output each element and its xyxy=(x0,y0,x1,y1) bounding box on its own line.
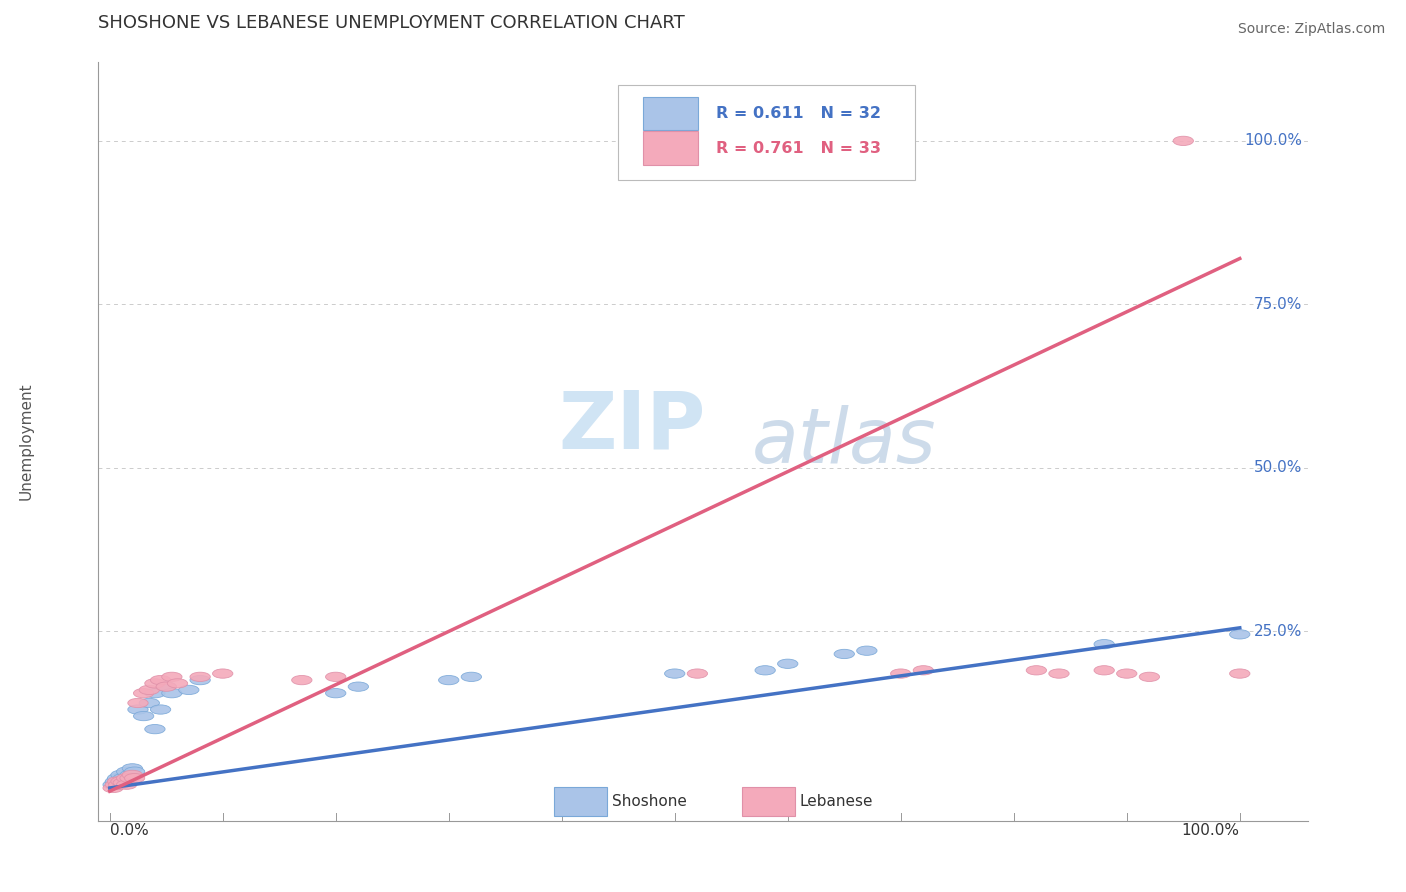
FancyBboxPatch shape xyxy=(643,131,699,165)
Ellipse shape xyxy=(326,673,346,681)
Ellipse shape xyxy=(156,682,176,691)
FancyBboxPatch shape xyxy=(643,96,699,130)
Ellipse shape xyxy=(111,777,131,786)
Ellipse shape xyxy=(1026,665,1046,675)
Text: 25.0%: 25.0% xyxy=(1254,624,1302,639)
Ellipse shape xyxy=(112,778,134,788)
Ellipse shape xyxy=(291,675,312,685)
Ellipse shape xyxy=(128,698,148,707)
Ellipse shape xyxy=(134,689,153,698)
Ellipse shape xyxy=(124,767,145,776)
Text: atlas: atlas xyxy=(751,405,936,478)
Ellipse shape xyxy=(105,780,125,789)
Text: Source: ZipAtlas.com: Source: ZipAtlas.com xyxy=(1237,22,1385,37)
Ellipse shape xyxy=(134,712,153,721)
Ellipse shape xyxy=(150,705,170,714)
Ellipse shape xyxy=(190,673,211,681)
Ellipse shape xyxy=(139,685,159,695)
Ellipse shape xyxy=(112,773,134,783)
Text: Shoshone: Shoshone xyxy=(613,794,688,809)
Ellipse shape xyxy=(128,705,148,714)
Ellipse shape xyxy=(107,777,128,786)
Ellipse shape xyxy=(145,679,165,688)
Text: 100.0%: 100.0% xyxy=(1182,823,1240,838)
Ellipse shape xyxy=(890,669,911,678)
Ellipse shape xyxy=(111,770,131,780)
FancyBboxPatch shape xyxy=(619,85,915,180)
Ellipse shape xyxy=(778,659,799,668)
Ellipse shape xyxy=(108,778,129,788)
Text: Unemployment: Unemployment xyxy=(18,383,34,500)
Ellipse shape xyxy=(124,773,145,783)
Text: SHOSHONE VS LEBANESE UNEMPLOYMENT CORRELATION CHART: SHOSHONE VS LEBANESE UNEMPLOYMENT CORREL… xyxy=(98,14,685,32)
Text: Lebanese: Lebanese xyxy=(800,794,873,809)
Ellipse shape xyxy=(755,665,775,675)
Ellipse shape xyxy=(212,669,233,678)
Ellipse shape xyxy=(117,767,136,776)
FancyBboxPatch shape xyxy=(554,788,607,816)
Ellipse shape xyxy=(120,773,141,783)
Ellipse shape xyxy=(834,649,855,658)
Text: R = 0.761   N = 33: R = 0.761 N = 33 xyxy=(716,141,882,155)
Ellipse shape xyxy=(105,777,125,786)
Text: 100.0%: 100.0% xyxy=(1244,134,1302,148)
Ellipse shape xyxy=(145,724,165,734)
Ellipse shape xyxy=(688,669,707,678)
Text: 50.0%: 50.0% xyxy=(1254,460,1302,475)
Ellipse shape xyxy=(107,773,128,783)
Ellipse shape xyxy=(665,669,685,678)
Ellipse shape xyxy=(439,675,458,685)
FancyBboxPatch shape xyxy=(742,788,794,816)
Ellipse shape xyxy=(1230,669,1250,678)
Ellipse shape xyxy=(103,780,124,789)
Ellipse shape xyxy=(179,685,200,695)
Ellipse shape xyxy=(912,665,934,675)
Ellipse shape xyxy=(156,682,176,691)
Ellipse shape xyxy=(117,780,136,789)
Ellipse shape xyxy=(162,673,181,681)
Ellipse shape xyxy=(1116,669,1137,678)
Ellipse shape xyxy=(190,675,211,685)
Text: 0.0%: 0.0% xyxy=(110,823,149,838)
Ellipse shape xyxy=(1049,669,1069,678)
Ellipse shape xyxy=(1094,665,1115,675)
Ellipse shape xyxy=(167,679,187,688)
Ellipse shape xyxy=(856,646,877,656)
Ellipse shape xyxy=(120,770,141,780)
Text: 75.0%: 75.0% xyxy=(1254,297,1302,312)
Text: R = 0.611   N = 32: R = 0.611 N = 32 xyxy=(716,106,882,120)
Ellipse shape xyxy=(1094,640,1115,648)
Ellipse shape xyxy=(1173,136,1194,145)
Ellipse shape xyxy=(108,780,129,789)
Ellipse shape xyxy=(150,675,170,685)
Ellipse shape xyxy=(461,673,481,681)
Ellipse shape xyxy=(1230,630,1250,639)
Ellipse shape xyxy=(139,698,159,707)
Ellipse shape xyxy=(1139,673,1160,681)
Ellipse shape xyxy=(117,777,136,786)
Ellipse shape xyxy=(349,682,368,691)
Text: ZIP: ZIP xyxy=(558,387,706,466)
Ellipse shape xyxy=(145,689,165,698)
Ellipse shape xyxy=(103,783,124,793)
Ellipse shape xyxy=(326,689,346,698)
Ellipse shape xyxy=(122,770,142,780)
Ellipse shape xyxy=(122,764,142,773)
Ellipse shape xyxy=(162,689,181,698)
Ellipse shape xyxy=(117,773,136,783)
